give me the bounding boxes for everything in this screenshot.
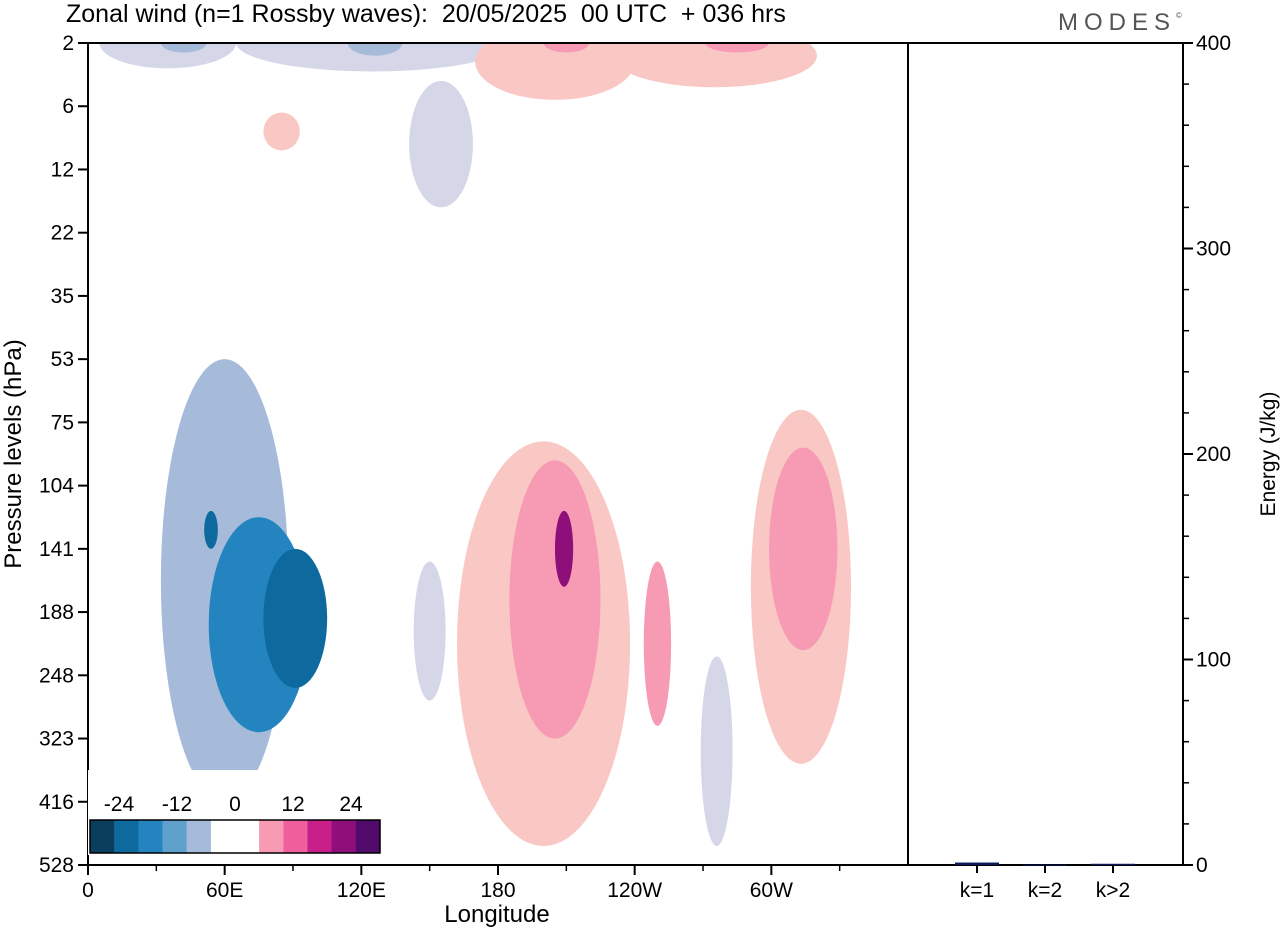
contour-region-0	[99, 43, 237, 69]
x-tick-label: 0	[82, 879, 94, 902]
energy-axis-label: Energy (J/kg)	[1257, 392, 1280, 517]
contour-region-16	[509, 460, 601, 739]
contour-region-1	[236, 43, 510, 72]
colorbar-zero-band	[210, 820, 260, 853]
colorbar-tick-label: -12	[162, 793, 192, 816]
contour-region-5	[475, 43, 635, 100]
colorbar-tick-label: 0	[229, 793, 241, 816]
x-tick-label: 60W	[750, 879, 793, 902]
y-tick-label: 141	[39, 538, 74, 561]
energy-category-label: k=2	[1028, 879, 1062, 902]
contour-region-3	[160, 43, 207, 53]
energy-category-label: k>2	[1096, 879, 1130, 902]
energy-category-label: k=1	[960, 879, 994, 902]
colorbar-frame	[89, 819, 381, 854]
energy-bar-3	[1091, 863, 1135, 865]
colorbar-tick-label: 12	[281, 793, 304, 816]
contour-region-18	[643, 561, 672, 726]
y-tick-label: 528	[39, 854, 74, 877]
copyright-mark: ©	[1176, 11, 1182, 20]
x-tick-label: 120W	[607, 879, 662, 902]
colorbar-tick-label: -24	[104, 793, 135, 816]
colorbar-swatch	[331, 820, 357, 853]
energy-bar-1	[955, 862, 999, 865]
colorbar-tick-label: 24	[339, 793, 363, 816]
contour-region-21	[700, 656, 733, 847]
y-tick-label: 75	[51, 411, 74, 434]
y-tick-label: 416	[39, 791, 74, 814]
colorbar-swatch	[90, 820, 115, 853]
y-tick-label: 6	[62, 95, 74, 118]
contour-region-4	[347, 43, 403, 56]
contour-region-17	[554, 510, 574, 587]
x-tick-label: 180	[480, 879, 515, 902]
energy-tick-label: 200	[1196, 443, 1231, 466]
colorbar-swatch	[355, 820, 381, 853]
contour-region-8	[705, 43, 770, 53]
y-tick-label: 104	[39, 475, 74, 498]
y-tick-label: 2	[62, 32, 74, 55]
colorbar-swatch	[283, 820, 308, 853]
energy-tick-label: 400	[1196, 32, 1231, 55]
y-tick-label: 22	[51, 222, 74, 245]
contour-region-9	[263, 112, 300, 151]
colorbar-swatch	[162, 820, 188, 853]
chart-title: Zonal wind (n=1 Rossby waves): 20/05/202…	[66, 0, 786, 28]
contour-region-2	[409, 80, 473, 208]
contour-region-20	[769, 447, 838, 651]
y-axis-label: Pressure levels (hPa)	[0, 339, 27, 568]
x-tick-label: 120E	[337, 879, 386, 902]
energy-bars: k=1 k=2 k>2	[955, 862, 1135, 902]
contour-region-13	[204, 510, 218, 549]
contour-field	[99, 43, 852, 847]
energy-tick-label: 0	[1196, 854, 1208, 877]
colorbar-swatch	[138, 820, 163, 853]
contour-region-14	[413, 561, 446, 701]
contour-region-7	[543, 43, 590, 53]
contour-region-12	[263, 548, 328, 688]
y-tick-label: 53	[51, 348, 74, 371]
y-tick-label: 35	[51, 285, 74, 308]
energy-tick-label: 300	[1196, 238, 1231, 261]
y-tick-label: 188	[39, 601, 74, 624]
y-tick-label: 323	[39, 728, 74, 751]
y-tick-label: 248	[39, 664, 74, 687]
colorbar-swatch	[259, 820, 284, 853]
colorbar-swatch	[307, 820, 333, 853]
colorbar-swatch	[114, 820, 139, 853]
colorbar: -24 -12 0 12 24	[88, 770, 382, 855]
brand-text: MODES	[1058, 9, 1177, 36]
contour-region-6	[611, 43, 817, 88]
y-tick-label: 12	[51, 158, 74, 181]
modes-logo: MODES©	[1058, 9, 1182, 37]
energy-tick-label: 100	[1196, 649, 1231, 672]
colorbar-swatch	[186, 820, 211, 853]
x-tick-label: 60E	[206, 879, 243, 902]
x-axis-label: Longitude	[444, 901, 549, 928]
